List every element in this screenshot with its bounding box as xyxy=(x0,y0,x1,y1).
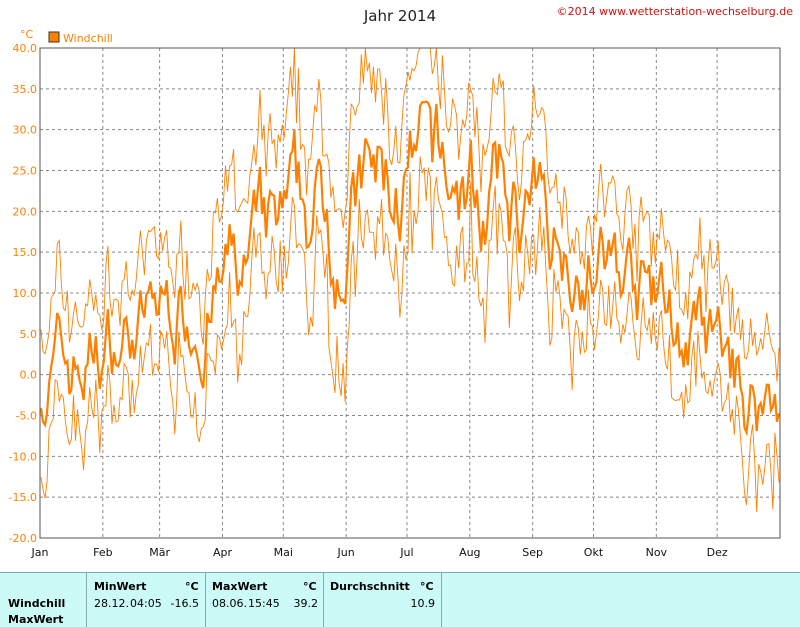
series-windchill xyxy=(39,47,781,513)
y-tick-label: 20.0 xyxy=(13,205,38,218)
stats-divider xyxy=(205,573,206,627)
statistics-panel: Windchill MaxWert MinWert °C 28.12. 04:0… xyxy=(0,572,800,627)
y-tick-label: -10.0 xyxy=(9,450,37,463)
x-tick-label: Sep xyxy=(522,546,543,559)
min-unit: °C xyxy=(185,580,199,593)
y-tick-label: 10.0 xyxy=(13,287,38,300)
legend-label: Windchill xyxy=(63,32,113,45)
row-label-windchill: Windchill xyxy=(8,597,66,610)
x-tick-label: Apr xyxy=(213,546,233,559)
windchill-min-line xyxy=(40,156,780,513)
plot-frame xyxy=(39,47,781,539)
min-header: MinWert xyxy=(94,580,147,593)
grid xyxy=(40,48,780,538)
x-tick-label: Jul xyxy=(399,546,413,559)
y-tick-label: -5.0 xyxy=(16,410,37,423)
stats-divider xyxy=(441,573,442,627)
x-tick-label: Jun xyxy=(337,546,355,559)
y-tick-label: 40.0 xyxy=(13,42,38,55)
x-tick-label: Aug xyxy=(459,546,480,559)
x-tick-label: Mär xyxy=(149,546,170,559)
y-tick-label: -15.0 xyxy=(9,491,37,504)
x-tick-label: Mai xyxy=(274,546,293,559)
min-time: 04:05 xyxy=(130,597,162,610)
y-tick-label: 5.0 xyxy=(20,328,38,341)
x-tick-label: Feb xyxy=(93,546,112,559)
y-tick-label: 25.0 xyxy=(13,165,38,178)
max-date: 08.06. xyxy=(212,597,247,610)
max-time: 15:45 xyxy=(248,597,280,610)
copyright-text: ©2014 www.wetterstation-wechselburg.de xyxy=(557,5,794,18)
max-unit: °C xyxy=(303,580,317,593)
x-tick-label: Nov xyxy=(646,546,668,559)
stats-divider xyxy=(86,573,87,627)
avg-header: Durchschnitt xyxy=(330,580,410,593)
windchill-max-line xyxy=(40,47,780,382)
y-axis-unit: °C xyxy=(20,28,34,41)
y-tick-label: 30.0 xyxy=(13,124,38,137)
y-tick-label: 0.0 xyxy=(20,369,38,382)
y-tick-label: 15.0 xyxy=(13,246,38,259)
y-tick-label: -20.0 xyxy=(9,532,37,545)
max-value: 39.2 xyxy=(293,597,319,610)
row-label-maxwert: MaxWert xyxy=(8,613,64,626)
avg-unit: °C xyxy=(420,580,434,593)
min-value: -16.5 xyxy=(170,597,199,610)
y-tick-label: 35.0 xyxy=(13,83,38,96)
stats-divider xyxy=(323,573,324,627)
windchill-mean-line xyxy=(39,100,781,437)
x-tick-label: Okt xyxy=(584,546,604,559)
min-date: 28.12. xyxy=(94,597,129,610)
x-tick-label: Dez xyxy=(707,546,728,559)
avg-value: 10.9 xyxy=(410,597,436,610)
chart-title: Jahr 2014 xyxy=(363,7,436,25)
y-tick-labels: 40.0 35.0 30.0 25.0 20.0 15.0 10.0 5.0 0.0 -5.0 -1… xyxy=(9,42,37,545)
x-tick-labels: Jan Feb Mär Apr Mai Jun Jul Aug Sep Okt Nov Dez xyxy=(31,546,728,559)
x-tick-label: Jan xyxy=(31,546,49,559)
max-header: MaxWert xyxy=(212,580,268,593)
chart: Jahr 2014 ©2014 www.wetterstation-wechse… xyxy=(9,5,794,559)
legend-swatch xyxy=(48,31,60,43)
